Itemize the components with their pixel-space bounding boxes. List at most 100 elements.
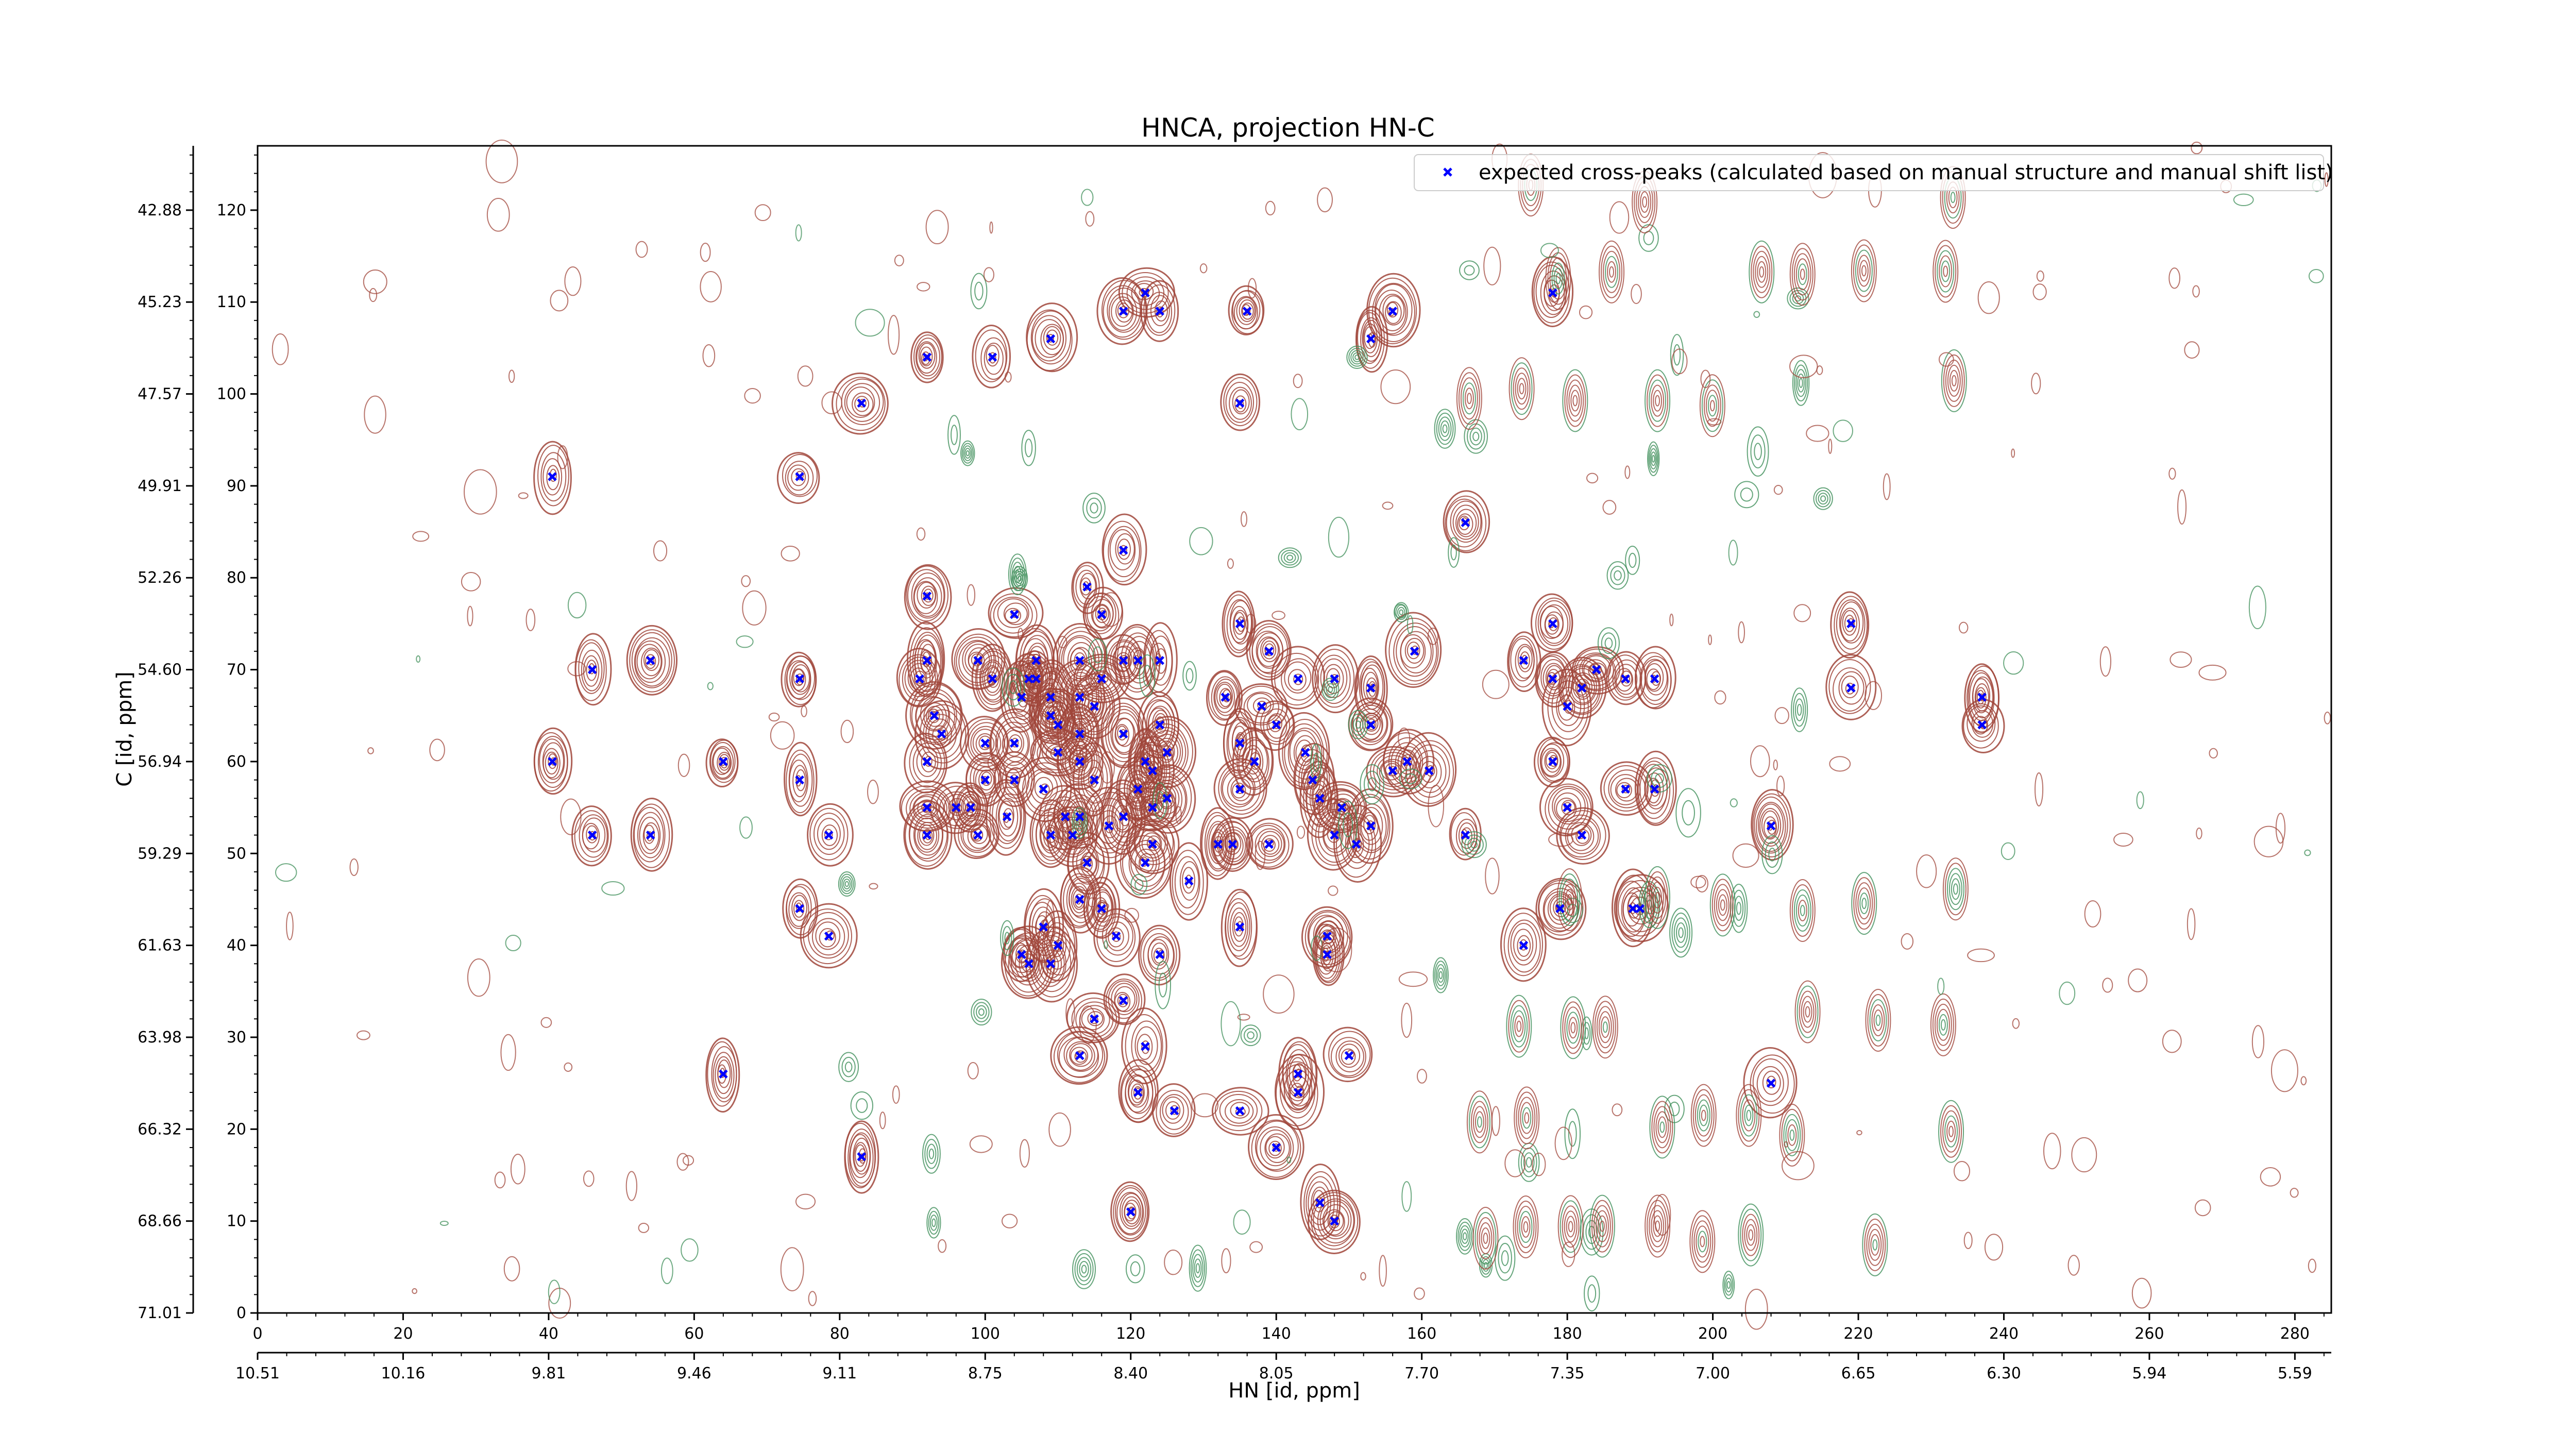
- y-index-tick-label: 10: [227, 1212, 246, 1231]
- contour-ring: [914, 817, 940, 853]
- negative-contour: [1442, 424, 1448, 433]
- contour-ring: [1124, 1200, 1140, 1224]
- noise-contour: [1865, 681, 1883, 710]
- streak-contour: [1744, 1219, 1758, 1251]
- contour-ring: [1220, 373, 1261, 431]
- contour-ring: [715, 1056, 733, 1094]
- noise-contour: [1782, 1151, 1815, 1181]
- negative-contour: [1355, 720, 1361, 729]
- noise-contour: [1696, 874, 1708, 892]
- contour-ring: [1756, 1066, 1784, 1102]
- contour-ring: [807, 912, 849, 959]
- noise-contour: [2031, 373, 2041, 395]
- peak-marker: [973, 830, 982, 840]
- contour-ring: [1093, 908, 1141, 967]
- contour-ring: [925, 714, 957, 754]
- contour-ring: [1561, 800, 1575, 816]
- contour-ring: [1762, 1070, 1781, 1095]
- noise-contour: [2290, 1188, 2299, 1198]
- contour-ring: [1121, 1007, 1167, 1085]
- contour-ring: [1232, 727, 1274, 796]
- noise-contour: [1938, 352, 1954, 367]
- negative-contour: [1726, 1281, 1731, 1289]
- noise-contour: [892, 1085, 900, 1104]
- negative-contour: [1399, 768, 1422, 789]
- streak-contour: [1693, 1220, 1711, 1263]
- streak-contour: [1568, 384, 1582, 417]
- streak-contour: [1460, 377, 1478, 420]
- contour-ring: [1127, 1075, 1148, 1108]
- streak-contour: [1654, 891, 1660, 903]
- negative-contour: [1651, 768, 1668, 788]
- streak-contour: [1791, 884, 1814, 937]
- legend: expected cross-peaks (calculated based o…: [1414, 154, 2333, 191]
- noise-contour: [1416, 1069, 1427, 1084]
- contour-ring: [986, 345, 999, 367]
- streak-contour: [1472, 1206, 1499, 1270]
- streak-contour: [1572, 395, 1578, 407]
- contour-ring: [909, 683, 961, 745]
- noise-contour: [1631, 284, 1642, 304]
- negative-contour: [1448, 537, 1460, 568]
- contour-ring: [1040, 701, 1064, 730]
- contour-ring: [1232, 782, 1246, 799]
- streak-contour: [1748, 1229, 1754, 1241]
- contour-ring: [1743, 1047, 1798, 1119]
- contour-ring: [1614, 664, 1638, 695]
- contour-ring: [711, 746, 734, 779]
- noise-contour: [1963, 1232, 1973, 1249]
- contour-ring: [906, 565, 949, 625]
- y-index-tick-label: 0: [236, 1304, 246, 1322]
- x-ppm-tick-label: 5.59: [2278, 1364, 2312, 1383]
- contour-ring: [1254, 700, 1295, 751]
- contour-ring: [1283, 1069, 1313, 1113]
- contour-ring: [1841, 676, 1859, 699]
- streak-contour: [1524, 1112, 1530, 1124]
- contour-ring: [1385, 301, 1402, 324]
- contour-ring: [543, 458, 563, 496]
- streak-contour: [1602, 1021, 1608, 1033]
- peak-marker: [1031, 674, 1041, 684]
- streak-contour: [1517, 1206, 1535, 1249]
- streak-contour: [1699, 1104, 1708, 1126]
- noise-contour: [1401, 1002, 1413, 1038]
- contour-ring: [1844, 614, 1855, 632]
- peak-marker: [1293, 1088, 1303, 1097]
- noise-contour: [2233, 193, 2254, 206]
- y-ppm-tick-label: 71.01: [138, 1304, 182, 1322]
- contour-ring: [1396, 626, 1434, 677]
- contour-ring: [1083, 877, 1121, 939]
- contour-ring: [1108, 927, 1124, 948]
- contour-ring: [1567, 822, 1595, 851]
- noise-contour: [1953, 1161, 1971, 1182]
- contour-ring: [981, 771, 992, 786]
- streak-contour: [1466, 393, 1472, 405]
- peak-marker: [1293, 1069, 1303, 1079]
- negative-contour: [1647, 441, 1660, 477]
- negative-contour: [1464, 265, 1475, 276]
- streak-contour: [1566, 1216, 1575, 1238]
- streak-contour: [1951, 878, 1960, 900]
- peak-marker: [922, 830, 932, 840]
- streak-contour: [1697, 1099, 1710, 1132]
- noise-contour: [2136, 791, 2144, 810]
- streak-contour: [1757, 261, 1767, 283]
- peak-marker: [1046, 334, 1056, 344]
- contour-ring: [1086, 882, 1115, 932]
- contour-ring: [809, 807, 849, 861]
- contour-ring: [785, 461, 814, 496]
- contour-ring: [1081, 754, 1108, 804]
- contour-ring: [1101, 916, 1133, 956]
- contour-ring: [1761, 810, 1780, 840]
- contour-ring: [582, 817, 606, 853]
- noise-contour: [1382, 501, 1394, 510]
- negative-contour: [1348, 710, 1368, 739]
- negative-contour: [1472, 431, 1480, 442]
- contour-ring: [1256, 1126, 1294, 1171]
- negative-contour: [1278, 547, 1302, 568]
- streak-contour: [1477, 1116, 1482, 1128]
- noise-contour: [1579, 305, 1593, 319]
- streak-contour: [1947, 364, 1961, 397]
- contour-ring: [1973, 716, 1988, 735]
